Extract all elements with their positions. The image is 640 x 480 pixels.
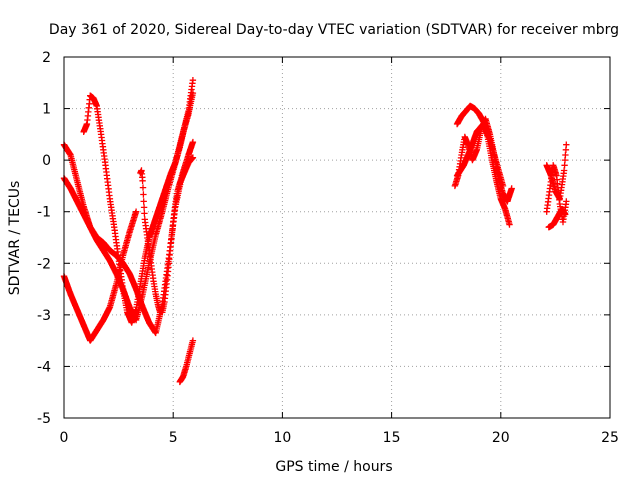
data-points — [60, 77, 570, 386]
x-tick-label: 5 — [169, 430, 178, 446]
data-point-markers — [543, 141, 570, 202]
grid-lines — [64, 57, 610, 418]
y-tick-label: -5 — [37, 411, 51, 427]
chart-title: Day 361 of 2020, Sidereal Day-to-day VTE… — [49, 22, 619, 38]
x-tick-label: 25 — [601, 430, 619, 446]
series-arc4 — [80, 89, 197, 326]
x-tick-label: 20 — [492, 430, 510, 446]
axis-ticks — [63, 56, 611, 419]
x-tick-label: 10 — [273, 430, 291, 446]
x-tick-label: 15 — [383, 430, 401, 446]
y-tick-label: -3 — [37, 308, 51, 324]
y-tick-label: 2 — [42, 50, 51, 66]
plot-frame — [63, 56, 611, 419]
data-point-markers — [545, 205, 569, 231]
y-tick-label: -4 — [37, 359, 51, 375]
data-point-markers — [137, 154, 197, 316]
data-point-markers — [453, 120, 507, 190]
x-axis-label: GPS time / hours — [275, 459, 392, 475]
series-arc11 — [543, 141, 570, 202]
y-axis-label: SDTVAR / TECUs — [7, 181, 23, 296]
y-tick-label: -2 — [37, 256, 51, 272]
data-point-markers — [80, 89, 197, 326]
x-tick-label: 0 — [60, 430, 69, 446]
data-point-markers — [176, 337, 197, 386]
y-tick-labels: -5 -4 -3 -2 -1 0 1 2 — [37, 50, 51, 427]
y-tick-label: 0 — [42, 153, 51, 169]
y-tick-label: -1 — [37, 205, 51, 221]
x-tick-labels: 0 5 10 15 20 25 — [60, 430, 619, 446]
y-tick-label: 1 — [42, 102, 51, 118]
series-arc12 — [545, 205, 569, 231]
series-arc6 — [176, 337, 197, 386]
series-arc9 — [453, 120, 507, 190]
series-arc5 — [137, 154, 197, 316]
